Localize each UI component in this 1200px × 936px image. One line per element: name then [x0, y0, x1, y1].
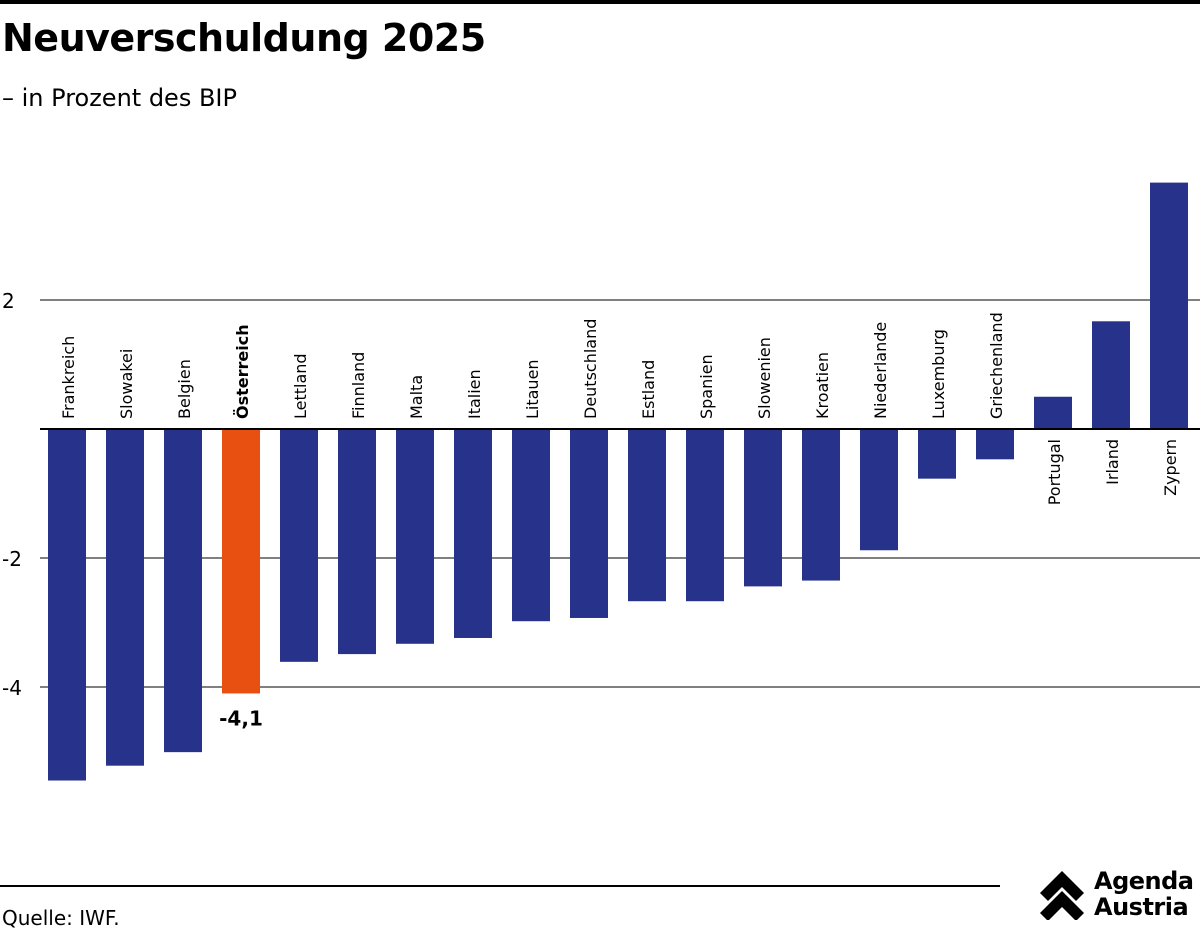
category-label: Luxemburg [929, 329, 948, 419]
bar [802, 429, 840, 581]
bar [628, 429, 666, 602]
bar [1034, 396, 1072, 429]
bar [280, 429, 318, 662]
category-label: Niederlande [871, 322, 890, 419]
bar [1150, 182, 1188, 429]
category-label: Malta [407, 375, 426, 419]
category-label: Griechenland [987, 312, 1006, 419]
category-label: Deutschland [581, 319, 600, 419]
category-label: Finnland [349, 352, 368, 419]
chart-title: Neuverschuldung 2025 [2, 16, 486, 60]
category-label: Belgien [175, 359, 194, 419]
category-label: Irland [1103, 439, 1122, 485]
bar [686, 429, 724, 602]
bar [976, 429, 1014, 460]
category-label: Slowenien [755, 337, 774, 419]
footer-rule [0, 885, 1000, 887]
double-chevron-up-icon [1040, 871, 1084, 920]
category-label: Litauen [523, 359, 542, 419]
category-label: Slowakei [117, 349, 136, 419]
y-tick-label: -4 [2, 676, 22, 700]
y-tick-label: -2 [2, 547, 22, 571]
bar [860, 429, 898, 551]
category-label: Spanien [697, 354, 716, 419]
highlight-data-label: -4,1 [219, 706, 263, 730]
bar [744, 429, 782, 587]
agenda-austria-logo: Agenda Austria [1038, 866, 1198, 922]
category-label: Frankreich [59, 336, 78, 419]
category-label: Kroatien [813, 352, 832, 419]
category-label: Portugal [1045, 439, 1064, 505]
bar [164, 429, 202, 753]
logo-line-1: Agenda [1094, 867, 1194, 895]
bar [1092, 321, 1130, 429]
chart-subtitle: – in Prozent des BIP [2, 84, 237, 112]
bar [338, 429, 376, 655]
category-label: Zypern [1161, 439, 1180, 496]
category-label: Österreich [233, 324, 252, 419]
bar [512, 429, 550, 622]
bar [396, 429, 434, 644]
top-rule [0, 0, 1200, 4]
category-label: Lettland [291, 353, 310, 419]
bar [918, 429, 956, 479]
bar [106, 429, 144, 766]
logo-line-2: Austria [1094, 893, 1189, 921]
source-note: Quelle: IWF. [2, 906, 120, 930]
category-label: Italien [465, 369, 484, 419]
y-tick-label: 2 [2, 289, 15, 313]
bar [454, 429, 492, 638]
bar-chart: 2 -2 -4 Frankreich Slowakei Belgien Österreich… [2, 182, 1200, 781]
bar [48, 429, 86, 781]
category-label: Estland [639, 360, 658, 419]
bar [570, 429, 608, 618]
bar [222, 429, 260, 694]
